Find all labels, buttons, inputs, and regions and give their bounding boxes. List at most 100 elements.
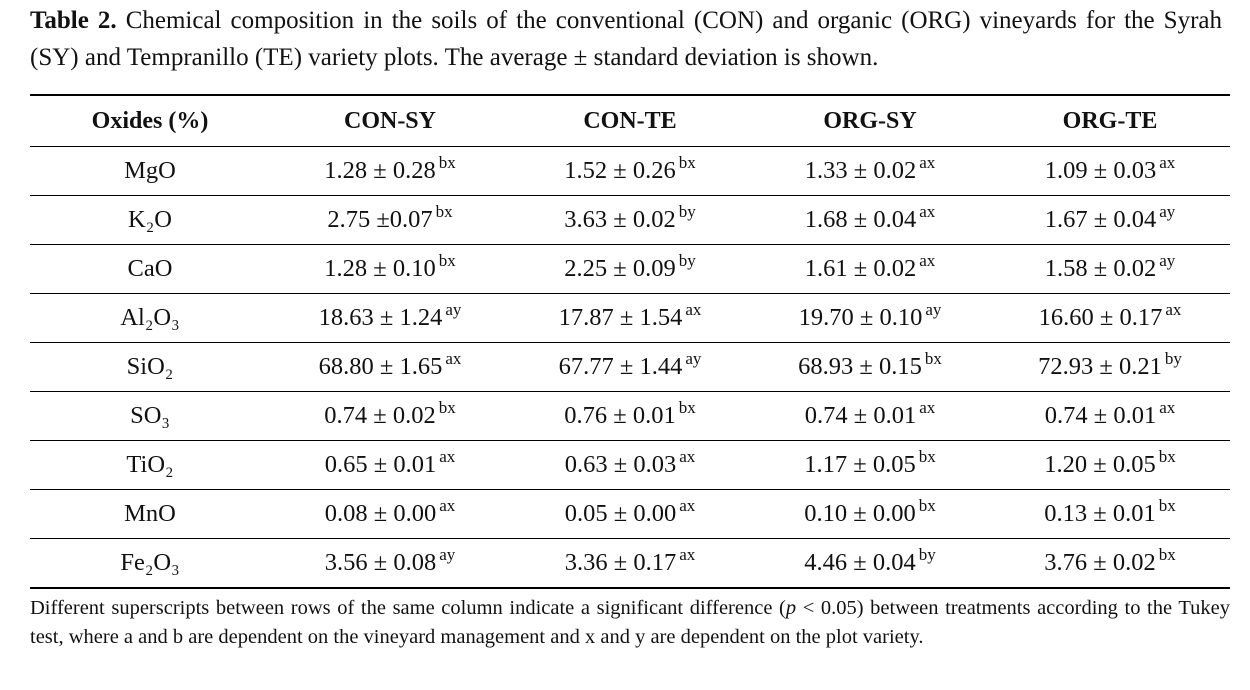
cell-value: 19.70 ± 0.10 (798, 304, 923, 331)
cell-superscript: by (678, 251, 696, 270)
value-cell: 1.09 ± 0.03 ax (990, 146, 1230, 196)
cell-superscript: bx (1158, 545, 1176, 564)
value-cell: 2.25 ± 0.09 by (510, 244, 750, 294)
oxide-cell: SiO₂ (30, 342, 270, 392)
value-cell: 0.65 ± 0.01 ax (270, 440, 510, 490)
value-cell: 17.87 ± 1.54 ax (510, 293, 750, 343)
cell-superscript: bx (435, 202, 453, 221)
oxide-cell: Fe₂O₃ (120, 549, 180, 576)
value-cell: 4.46 ± 0.04 by (750, 539, 990, 589)
table-row: K₂O 2.75 ±0.07 bx 3.63 ± 0.02 by 1.68 ± 0.04 a… (30, 195, 1230, 245)
table-row: MnO 0.08 ± 0.00 ax 0.05 ± 0.00 ax 0.10 ± 0.00… (30, 489, 1230, 539)
cell-superscript: bx (1158, 496, 1176, 515)
column-header: ORG-TE (990, 95, 1230, 147)
cell-superscript: bx (918, 447, 936, 466)
cell-value: 1.28 ± 0.10 (324, 255, 436, 282)
oxide-cell: MnO (30, 489, 270, 539)
cell-superscript: ay (685, 349, 702, 368)
value-cell: 1.17 ± 0.05 bx (750, 440, 990, 490)
cell-value: 72.93 ± 0.21 (1038, 353, 1162, 380)
cell-value: 0.74 ± 0.01 (804, 402, 917, 429)
cell-value: 68.80 ± 1.65 (318, 353, 443, 380)
value-cell: 1.58 ± 0.02 ay (990, 244, 1230, 294)
value-cell: 1.52 ± 0.26 bx (510, 146, 750, 196)
value-cell: 0.05 ± 0.00 ax (510, 489, 750, 539)
cell-value: 1.28 ± 0.28 (324, 157, 436, 184)
table-body: MgO 1.28 ± 0.28 bx 1.52 ± 0.26 bx 1.33 ± 0.02… (30, 146, 1230, 589)
value-cell: 16.60 ± 0.17 ax (990, 293, 1230, 343)
column-header: ORG-SY (750, 95, 990, 147)
cell-value: 0.65 ± 0.01 (324, 451, 437, 478)
cell-superscript: ay (445, 300, 462, 319)
oxide-cell: TiO₂ (30, 440, 270, 490)
value-cell: 0.74 ± 0.01 ax (750, 391, 990, 441)
cell-superscript: ax (1159, 398, 1176, 417)
cell-superscript: bx (438, 153, 456, 172)
cell-superscript: by (1164, 349, 1182, 368)
value-cell: 1.28 ± 0.28 bx (270, 146, 510, 196)
caption-label: Table 2. (30, 7, 117, 34)
cell-superscript: ax (685, 300, 702, 319)
oxide-cell: MgO (30, 146, 270, 196)
cell-value: 0.76 ± 0.01 (564, 402, 676, 429)
column-header: Oxides (%) (30, 95, 270, 147)
cell-value: 0.10 ± 0.00 (804, 500, 916, 527)
cell-value: 1.67 ± 0.04 (1044, 206, 1157, 233)
cell-superscript: ax (679, 545, 696, 564)
caption: Table 2. Chemical composition in the soi… (30, 2, 1222, 76)
cell-superscript: bx (918, 496, 936, 515)
cell-superscript: ay (925, 300, 942, 319)
cell-superscript: bx (438, 398, 456, 417)
value-cell: 1.20 ± 0.05 bx (990, 440, 1230, 490)
oxide-cell: Al₂O₃ (30, 293, 270, 343)
cell-value: 0.74 ± 0.02 (324, 402, 436, 429)
column-header: CON-TE (510, 95, 750, 147)
cell-value: 4.46 ± 0.04 (804, 549, 916, 576)
cell-superscript: ay (1159, 202, 1176, 221)
footnote: Different superscripts between rows of t… (30, 594, 1230, 652)
value-cell: 1.67 ± 0.04 ay (990, 195, 1230, 245)
cell-value: 0.63 ± 0.03 (564, 451, 677, 478)
cell-superscript: ax (919, 251, 936, 270)
header-row: Oxides (%) CON-SY CON-TE ORG-SY ORG-TE (30, 95, 1230, 147)
value-cell: 0.76 ± 0.01 bx (510, 391, 750, 441)
cell-superscript: ax (439, 496, 456, 515)
table-row: MgO 1.28 ± 0.28 bx 1.52 ± 0.26 bx 1.33 ± 0.02… (30, 146, 1230, 196)
value-cell: 0.74 ± 0.01 ax (990, 391, 1230, 441)
value-cell: 1.33 ± 0.02 ax (750, 146, 990, 196)
cell-superscript: ax (919, 398, 936, 417)
cell-value: 2.25 ± 0.09 (564, 255, 676, 282)
value-cell: 0.08 ± 0.00 ax (270, 489, 510, 539)
value-cell: 0.74 ± 0.02 bx (270, 391, 510, 441)
cell-superscript: bx (1158, 447, 1176, 466)
footnote-text: < 0.05) between treatments according to … (30, 597, 1230, 648)
value-cell: 0.13 ± 0.01 bx (990, 489, 1230, 539)
cell-superscript: bx (924, 349, 942, 368)
cell-value: 3.63 ± 0.02 (564, 206, 676, 233)
cell-superscript: ax (1165, 300, 1182, 319)
cell-value: 3.56 ± 0.08 (324, 549, 437, 576)
cell-superscript: ax (919, 153, 936, 172)
cell-value: 0.74 ± 0.01 (1044, 402, 1157, 429)
value-cell: 1.61 ± 0.02 ax (750, 244, 990, 294)
cell-superscript: ay (439, 545, 456, 564)
table-row: TiO₂ 0.65 ± 0.01 ax 0.63 ± 0.03 ax 1.17 ± 0.0… (30, 440, 1230, 490)
cell-superscript: bx (438, 251, 456, 270)
value-cell: 3.36 ± 0.17 ax (510, 539, 750, 589)
cell-superscript: ax (679, 496, 696, 515)
footnote-text: Different superscripts between rows of t… (30, 597, 786, 619)
cell-value: 1.68 ± 0.04 (804, 206, 917, 233)
value-cell: 2.75 ±0.07 bx (270, 195, 510, 245)
value-cell: 0.10 ± 0.00 bx (750, 489, 990, 539)
oxide-cell: SO₃ (30, 391, 270, 441)
table-row: SiO₂ 68.80 ± 1.65 ax 67.77 ± 1.44 ay 68.93 ± … (30, 342, 1230, 392)
table-row: Fe₂O₃ 3.56 ± 0.08 ay 3.36 ± 0.17 ax 4.46 ± 0.… (30, 539, 1230, 589)
cell-value: 3.36 ± 0.17 (564, 549, 677, 576)
cell-value: 17.87 ± 1.54 (558, 304, 683, 331)
cell-value: 1.17 ± 0.05 (804, 451, 916, 478)
cell-value: 1.61 ± 0.02 (804, 255, 917, 282)
cell-value: 67.77 ± 1.44 (558, 353, 683, 380)
caption-text: Chemical composition in the soils of the… (30, 7, 1222, 71)
oxide-cell: K₂O (30, 195, 270, 245)
cell-value: 1.52 ± 0.26 (564, 157, 676, 184)
